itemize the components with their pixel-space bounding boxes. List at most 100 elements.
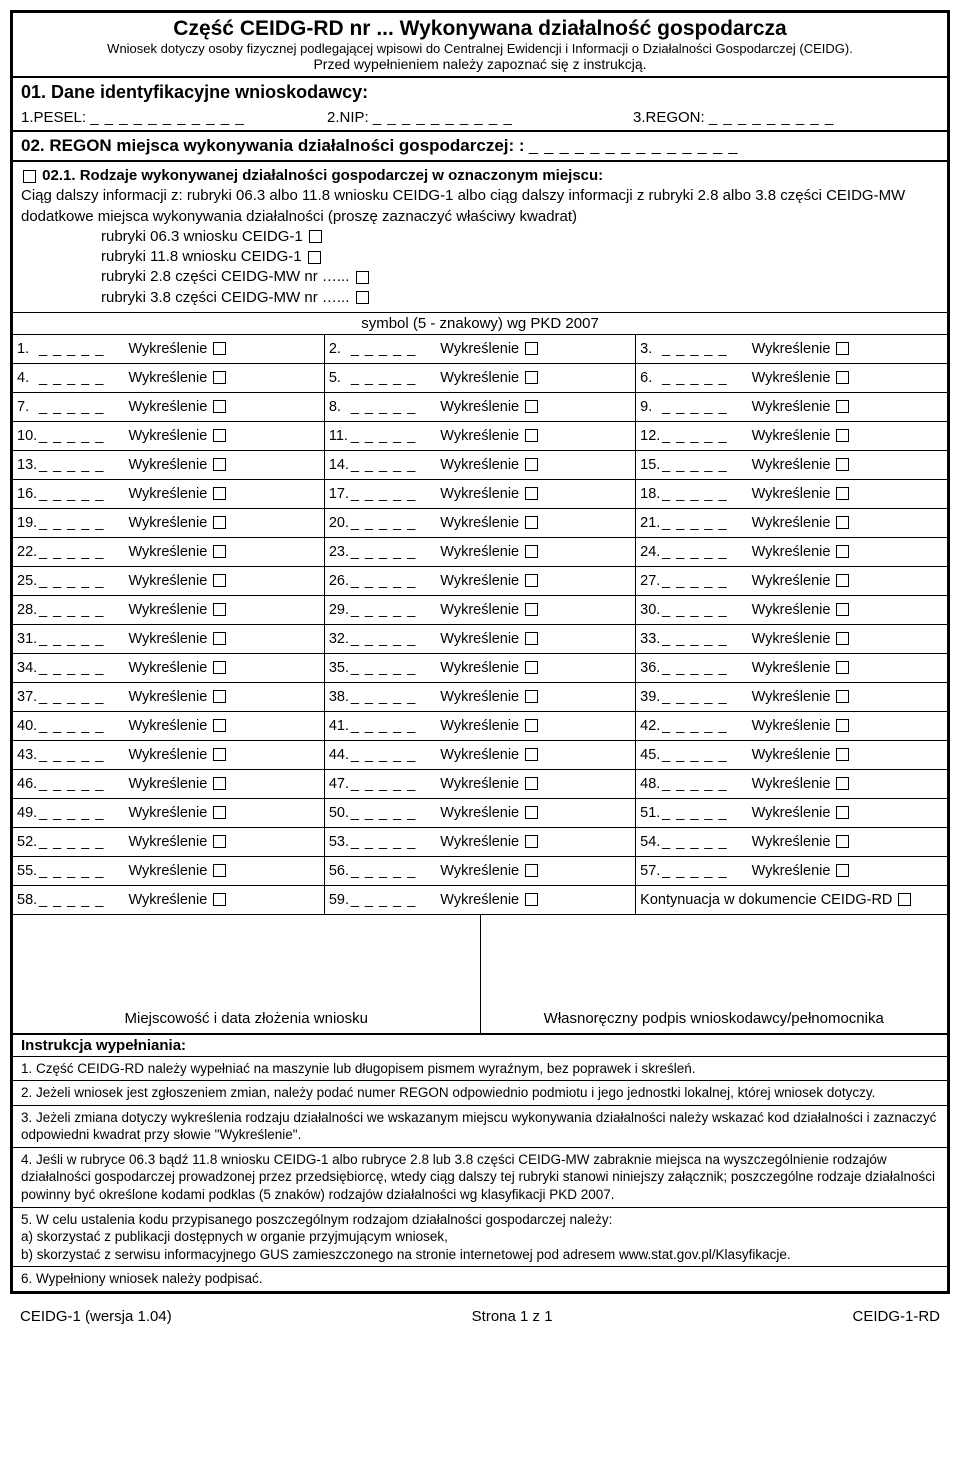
pkd-cell[interactable]: 56._ _ _ _ _Wykreślenie	[324, 856, 635, 885]
pkd-cell[interactable]: 4._ _ _ _ _Wykreślenie	[13, 363, 324, 392]
pkd-cell[interactable]: 26._ _ _ _ _Wykreślenie	[324, 566, 635, 595]
pkd-wyk-checkbox[interactable]	[836, 371, 849, 384]
pkd-wyk-checkbox[interactable]	[525, 719, 538, 732]
pkd-cell[interactable]: 38._ _ _ _ _Wykreślenie	[324, 682, 635, 711]
pkd-wyk-checkbox[interactable]	[836, 661, 849, 674]
pkd-wyk-checkbox[interactable]	[213, 777, 226, 790]
pkd-cell[interactable]: 27._ _ _ _ _Wykreślenie	[636, 566, 947, 595]
pkd-wyk-checkbox[interactable]	[836, 777, 849, 790]
pkd-cell[interactable]: 17._ _ _ _ _Wykreślenie	[324, 479, 635, 508]
pkd-wyk-checkbox[interactable]	[213, 893, 226, 906]
pkd-cell[interactable]: 23._ _ _ _ _Wykreślenie	[324, 537, 635, 566]
pkd-wyk-checkbox[interactable]	[525, 603, 538, 616]
pkd-wyk-checkbox[interactable]	[836, 545, 849, 558]
pkd-cell[interactable]: 45._ _ _ _ _Wykreślenie	[636, 740, 947, 769]
pkd-wyk-checkbox[interactable]	[525, 545, 538, 558]
pkd-wyk-checkbox[interactable]	[213, 516, 226, 529]
pkd-cell[interactable]: 49._ _ _ _ _Wykreślenie	[13, 798, 324, 827]
pkd-wyk-checkbox[interactable]	[525, 458, 538, 471]
pkd-wyk-checkbox[interactable]	[836, 719, 849, 732]
pkd-wyk-checkbox[interactable]	[525, 806, 538, 819]
pkd-cell[interactable]: 52._ _ _ _ _Wykreślenie	[13, 827, 324, 856]
pkd-cell[interactable]: 18._ _ _ _ _Wykreślenie	[636, 479, 947, 508]
pkd-wyk-checkbox[interactable]	[213, 429, 226, 442]
pkd-wyk-checkbox[interactable]	[213, 690, 226, 703]
pkd-wyk-checkbox[interactable]	[213, 400, 226, 413]
pkd-cell[interactable]: 55._ _ _ _ _Wykreślenie	[13, 856, 324, 885]
pkd-wyk-checkbox[interactable]	[213, 574, 226, 587]
pkd-cell[interactable]: 50._ _ _ _ _Wykreślenie	[324, 798, 635, 827]
pkd-cell[interactable]: 22._ _ _ _ _Wykreślenie	[13, 537, 324, 566]
pkd-cell[interactable]: 8._ _ _ _ _Wykreślenie	[324, 392, 635, 421]
pkd-cell[interactable]: 44._ _ _ _ _Wykreślenie	[324, 740, 635, 769]
pkd-wyk-checkbox[interactable]	[836, 429, 849, 442]
pkd-wyk-checkbox[interactable]	[213, 661, 226, 674]
regon-field[interactable]: 3.REGON: _ _ _ _ _ _ _ _ _	[633, 109, 939, 126]
pkd-cell[interactable]: 36._ _ _ _ _Wykreślenie	[636, 653, 947, 682]
pkd-cell[interactable]: 40._ _ _ _ _Wykreślenie	[13, 711, 324, 740]
pkd-cell[interactable]: 58._ _ _ _ _Wykreślenie	[13, 885, 324, 914]
pesel-field[interactable]: 1.PESEL: _ _ _ _ _ _ _ _ _ _ _	[21, 109, 327, 126]
pkd-cell[interactable]: 3._ _ _ _ _Wykreślenie	[636, 335, 947, 364]
pkd-cell[interactable]: 16._ _ _ _ _Wykreślenie	[13, 479, 324, 508]
pkd-wyk-checkbox[interactable]	[836, 342, 849, 355]
pkd-cell[interactable]: 9._ _ _ _ _Wykreślenie	[636, 392, 947, 421]
pkd-wyk-checkbox[interactable]	[836, 748, 849, 761]
pkd-cell[interactable]: 30._ _ _ _ _Wykreślenie	[636, 595, 947, 624]
pkd-cell[interactable]: 7._ _ _ _ _Wykreślenie	[13, 392, 324, 421]
pkd-cell[interactable]: Kontynuacja w dokumencie CEIDG-RD	[636, 885, 947, 914]
opt1-checkbox[interactable]	[309, 230, 322, 243]
pkd-cell[interactable]: 39._ _ _ _ _Wykreślenie	[636, 682, 947, 711]
pkd-wyk-checkbox[interactable]	[525, 864, 538, 877]
nip-field[interactable]: 2.NIP: _ _ _ _ _ _ _ _ _ _	[327, 109, 633, 126]
pkd-cell[interactable]: 41._ _ _ _ _Wykreślenie	[324, 711, 635, 740]
pkd-wyk-checkbox[interactable]	[836, 574, 849, 587]
pkd-wyk-checkbox[interactable]	[525, 835, 538, 848]
pkd-cell[interactable]: 15._ _ _ _ _Wykreślenie	[636, 450, 947, 479]
pkd-wyk-checkbox[interactable]	[525, 429, 538, 442]
pkd-cell[interactable]: 57._ _ _ _ _Wykreślenie	[636, 856, 947, 885]
pkd-cell[interactable]: 5._ _ _ _ _Wykreślenie	[324, 363, 635, 392]
pkd-cell[interactable]: 37._ _ _ _ _Wykreślenie	[13, 682, 324, 711]
pkd-cell[interactable]: 54._ _ _ _ _Wykreślenie	[636, 827, 947, 856]
pkd-cell[interactable]: 2._ _ _ _ _Wykreślenie	[324, 335, 635, 364]
pkd-cell[interactable]: 25._ _ _ _ _Wykreślenie	[13, 566, 324, 595]
pkd-wyk-checkbox[interactable]	[836, 835, 849, 848]
pkd-cell[interactable]: 35._ _ _ _ _Wykreślenie	[324, 653, 635, 682]
pkd-wyk-checkbox[interactable]	[836, 864, 849, 877]
pkd-cell[interactable]: 42._ _ _ _ _Wykreślenie	[636, 711, 947, 740]
pkd-wyk-checkbox[interactable]	[213, 342, 226, 355]
pkd-wyk-checkbox[interactable]	[525, 487, 538, 500]
pkd-cell[interactable]: 1._ _ _ _ _Wykreślenie	[13, 335, 324, 364]
pkd-wyk-checkbox[interactable]	[836, 806, 849, 819]
pkd-wyk-checkbox[interactable]	[836, 516, 849, 529]
pkd-wyk-checkbox[interactable]	[836, 632, 849, 645]
pkd-cell[interactable]: 33._ _ _ _ _Wykreślenie	[636, 624, 947, 653]
pkd-wyk-checkbox[interactable]	[525, 632, 538, 645]
pkd-wyk-checkbox[interactable]	[525, 777, 538, 790]
pkd-cell[interactable]: 31._ _ _ _ _Wykreślenie	[13, 624, 324, 653]
pkd-wyk-checkbox[interactable]	[836, 458, 849, 471]
pkd-wyk-checkbox[interactable]	[213, 603, 226, 616]
pkd-cell[interactable]: 29._ _ _ _ _Wykreślenie	[324, 595, 635, 624]
pkd-cell[interactable]: 11._ _ _ _ _Wykreślenie	[324, 421, 635, 450]
pkd-wyk-checkbox[interactable]	[213, 458, 226, 471]
checkbox-021[interactable]	[23, 170, 36, 183]
pkd-wyk-checkbox[interactable]	[213, 545, 226, 558]
pkd-wyk-checkbox[interactable]	[213, 371, 226, 384]
pkd-cell[interactable]: 46._ _ _ _ _Wykreślenie	[13, 769, 324, 798]
signature-field[interactable]: Własnoręczny podpis wnioskodawcy/pełnomo…	[480, 915, 948, 1033]
pkd-cell[interactable]: 12._ _ _ _ _Wykreślenie	[636, 421, 947, 450]
pkd-wyk-checkbox[interactable]	[836, 603, 849, 616]
pkd-wyk-checkbox[interactable]	[525, 574, 538, 587]
pkd-wyk-checkbox[interactable]	[836, 400, 849, 413]
pkd-wyk-checkbox[interactable]	[213, 632, 226, 645]
pkd-wyk-checkbox[interactable]	[213, 806, 226, 819]
pkd-cell[interactable]: 24._ _ _ _ _Wykreślenie	[636, 537, 947, 566]
pkd-wyk-checkbox[interactable]	[836, 487, 849, 500]
pkd-wyk-checkbox[interactable]	[525, 400, 538, 413]
pkd-cell[interactable]: 43._ _ _ _ _Wykreślenie	[13, 740, 324, 769]
pkd-cell[interactable]: 28._ _ _ _ _Wykreślenie	[13, 595, 324, 624]
opt3-checkbox[interactable]	[356, 271, 369, 284]
pkd-cell[interactable]: 59._ _ _ _ _Wykreślenie	[324, 885, 635, 914]
